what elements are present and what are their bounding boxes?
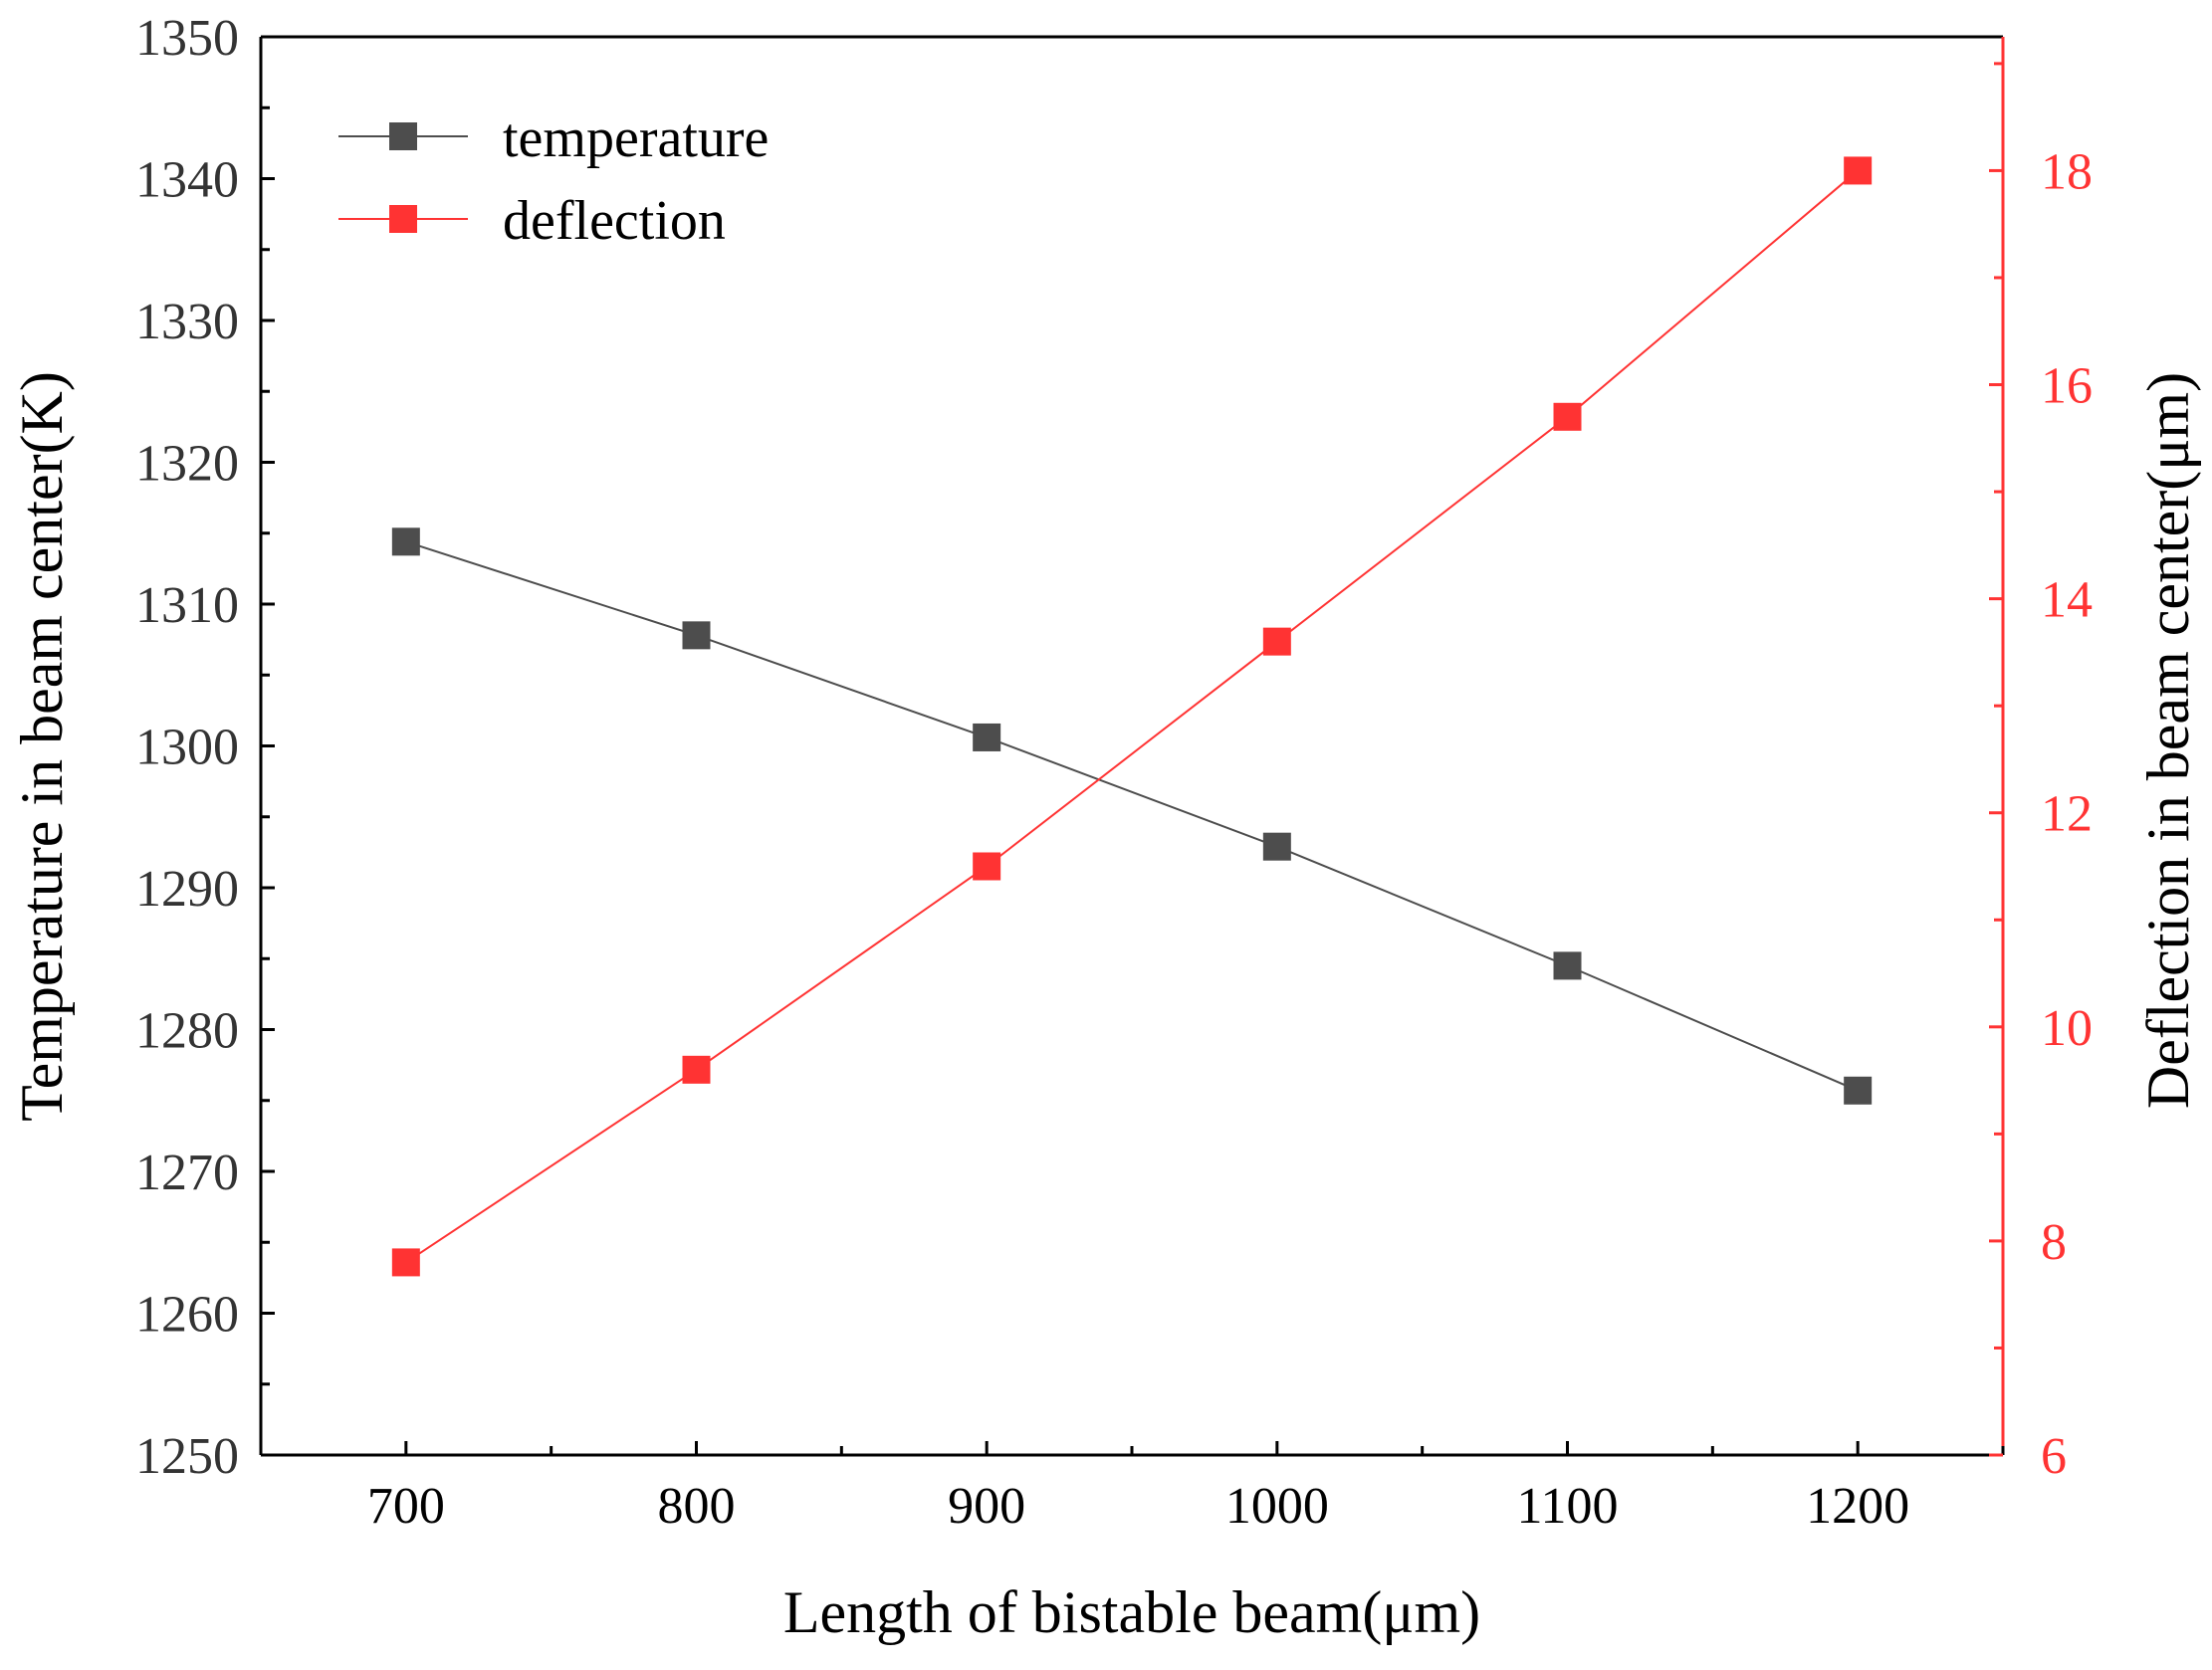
right-tick-label: 10 bbox=[2041, 1000, 2093, 1057]
left-axis-ticks: 1250 1260 1270 1280 1290 1300 1310 1320 1330 1340… bbox=[135, 10, 275, 1485]
right-tick-label: 14 bbox=[2041, 572, 2093, 629]
left-tick-label: 1300 bbox=[135, 720, 239, 776]
left-tick-label: 1310 bbox=[135, 577, 239, 634]
temperature-series-line bbox=[405, 540, 1859, 1092]
x-tick-label: 900 bbox=[948, 1478, 1025, 1535]
left-axis-title: Temperature in beam center(K) bbox=[9, 371, 75, 1122]
deflection-point bbox=[1844, 156, 1873, 185]
left-tick-label: 1260 bbox=[135, 1287, 239, 1344]
left-tick-label: 1340 bbox=[135, 152, 239, 209]
legend-temperature-label: temperature bbox=[503, 107, 769, 169]
deflection-point bbox=[1553, 402, 1582, 431]
deflection-point bbox=[391, 1248, 420, 1277]
left-tick-label: 1280 bbox=[135, 1003, 239, 1060]
left-tick-label: 1250 bbox=[135, 1428, 239, 1485]
right-tick-label: 18 bbox=[2041, 143, 2093, 200]
right-tick-label: 12 bbox=[2041, 786, 2093, 843]
deflection-point bbox=[1262, 627, 1291, 656]
legend-deflection-marker bbox=[389, 205, 417, 233]
x-tick-label: 1000 bbox=[1225, 1478, 1329, 1535]
left-tick-label: 1350 bbox=[135, 10, 239, 67]
right-axis-ticks: 6 8 10 12 14 16 18 bbox=[1989, 62, 2093, 1485]
legend-temperature-marker bbox=[389, 122, 417, 150]
deflection-point bbox=[973, 852, 1001, 881]
temperature-point bbox=[391, 527, 420, 556]
x-tick-label: 700 bbox=[367, 1478, 445, 1535]
left-tick-label: 1330 bbox=[135, 294, 239, 350]
x-tick-label: 800 bbox=[658, 1478, 736, 1535]
right-tick-label: 6 bbox=[2041, 1428, 2067, 1485]
x-tick-label: 1200 bbox=[1806, 1478, 1909, 1535]
legend-deflection-label: deflection bbox=[503, 190, 726, 252]
temperature-point bbox=[682, 621, 711, 650]
deflection-series-line bbox=[405, 169, 1859, 1264]
left-tick-label: 1270 bbox=[135, 1145, 239, 1201]
right-axis-title: Deflection in beam center(μm) bbox=[2135, 372, 2201, 1109]
x-axis-ticks: 700 800 900 1000 1100 1200 bbox=[259, 1441, 2005, 1535]
left-tick-label: 1320 bbox=[135, 436, 239, 493]
x-tick-label: 1100 bbox=[1516, 1478, 1618, 1535]
right-tick-label: 16 bbox=[2041, 358, 2093, 415]
legend: temperature deflection bbox=[338, 107, 769, 252]
temperature-point bbox=[1262, 832, 1291, 861]
temperature-point bbox=[1553, 951, 1582, 980]
deflection-point bbox=[682, 1055, 711, 1084]
right-tick-label: 8 bbox=[2041, 1214, 2067, 1271]
left-tick-label: 1290 bbox=[135, 861, 239, 918]
series-layer bbox=[391, 156, 1873, 1277]
x-axis-title: Length of bistable beam(μm) bbox=[783, 1579, 1480, 1645]
temperature-point bbox=[973, 723, 1001, 751]
temperature-point bbox=[1844, 1076, 1873, 1105]
